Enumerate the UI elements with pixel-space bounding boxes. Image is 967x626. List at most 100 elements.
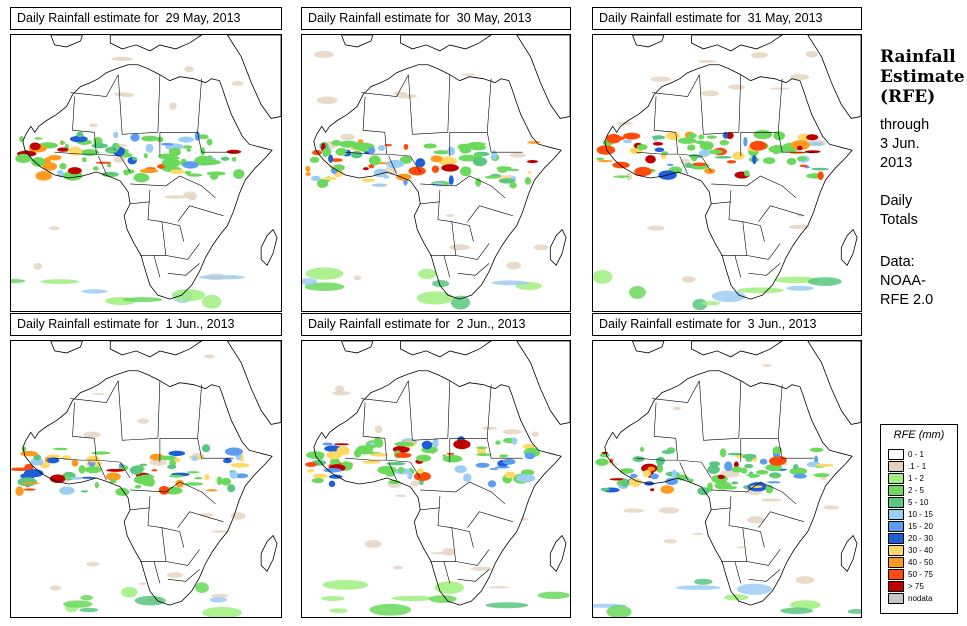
light-rain-patch [395, 93, 417, 99]
legend-swatch [888, 533, 904, 544]
legend-label: .1 - 1 [908, 462, 927, 471]
rain-cell [106, 162, 112, 168]
legend-swatch [888, 581, 904, 592]
panel-title: Daily Rainfall estimate for 1 Jun., 2013 [10, 313, 282, 336]
rain-cell [151, 469, 158, 472]
rain-cell [330, 158, 343, 162]
rain-cell [475, 178, 482, 187]
rain-cell [719, 448, 727, 458]
light-rain-patch [117, 143, 128, 148]
legend-swatch [888, 569, 904, 580]
rain-cell [15, 486, 24, 497]
light-rain-patch [210, 593, 229, 598]
light-rain-patch [481, 426, 498, 431]
africa-rainfall-map [10, 340, 282, 618]
continent-outline [604, 370, 853, 606]
light-rain-patch [509, 152, 526, 158]
legend-swatch [888, 485, 904, 496]
light-rain-patch [89, 123, 98, 128]
europe-outline [50, 35, 203, 52]
rain-cell [642, 469, 651, 478]
rain-cell [671, 469, 678, 479]
rain-cell [526, 160, 539, 164]
rain-cell [306, 469, 315, 473]
rain-cell [92, 166, 99, 171]
rain-cell [134, 484, 142, 489]
rain-band-patch [329, 608, 348, 614]
rain-cell [42, 162, 58, 171]
rain-band-patch [63, 600, 93, 608]
rain-cell [600, 487, 610, 492]
data-source: Data: NOAA- RFE 2.0 [880, 253, 933, 310]
rainfall-map-svg [593, 35, 861, 311]
rain-cell [108, 149, 118, 153]
legend-swatch [888, 449, 904, 460]
rain-cell [145, 143, 154, 153]
rain-cell [216, 476, 223, 486]
rain-cell [797, 145, 803, 151]
light-rain-patch [91, 392, 106, 395]
rain-cell [759, 458, 768, 465]
rain-cell [687, 132, 697, 139]
rainfall-map-svg [305, 341, 570, 616]
light-rain-patch [760, 498, 782, 502]
rain-cell [441, 164, 459, 172]
light-rain-patch [532, 431, 539, 437]
continent-outline [22, 64, 273, 300]
arabia-outline [516, 35, 570, 119]
rain-cell [386, 462, 406, 466]
light-rain-patch [750, 52, 768, 59]
rain-cell [169, 169, 185, 175]
rain-cell [168, 147, 181, 157]
rain-cell [194, 155, 214, 166]
continent-outline [313, 370, 562, 606]
rain-cell [731, 481, 739, 485]
rain-cell [394, 441, 415, 447]
rain-cell [167, 464, 177, 470]
rain-cell [814, 455, 819, 464]
rain-cell [305, 462, 317, 467]
continent-outline [313, 64, 562, 300]
rain-cell [698, 149, 710, 157]
rain-band-patch [195, 582, 209, 593]
rain-cell [197, 134, 209, 140]
rain-band-patch [736, 583, 773, 595]
light-rain-patch [119, 93, 135, 98]
rainfall-map-svg [302, 35, 570, 310]
rain-cell [415, 454, 431, 462]
rain-cell [817, 171, 824, 180]
legend-swatch [888, 557, 904, 568]
rain-cell [399, 155, 412, 164]
rain-cell [305, 172, 311, 176]
rain-cell [640, 446, 645, 453]
rain-cell [233, 169, 245, 179]
legend-label: > 75 [908, 582, 924, 591]
rain-band-patch [171, 289, 206, 302]
rain-cell [630, 473, 638, 479]
rain-cell [174, 457, 181, 463]
rain-cell [333, 443, 350, 446]
light-rain-patch [86, 561, 99, 567]
rain-cell [316, 178, 329, 189]
rain-cell [205, 489, 218, 492]
panel-title: Daily Rainfall estimate for 30 May, 2013 [301, 7, 571, 30]
rain-cell [329, 457, 340, 466]
rain-cell [106, 468, 125, 472]
legend-label: 1 - 2 [908, 474, 925, 483]
rain-cell [806, 134, 819, 141]
light-rain-patch [533, 244, 549, 251]
rain-cell [622, 139, 633, 144]
rain-cell [650, 488, 655, 492]
rain-cell [130, 133, 140, 142]
light-rain-patch [647, 225, 665, 231]
rain-cell [91, 451, 111, 455]
rain-cell [634, 166, 652, 177]
rain-band-patch [807, 277, 842, 286]
rain-band-patch [450, 295, 471, 310]
rain-band-patch [209, 596, 228, 603]
light-rain-patch [316, 96, 338, 105]
rain-band-patch [304, 282, 345, 291]
rainfall-legend: RFE (mm) 0 - 1 .1 - 1 1 - 2 2 - 5 5 - 10… [880, 424, 958, 614]
sidebar-title: Rainfall Estimate (RFE) [880, 47, 965, 107]
rain-cell [628, 478, 642, 487]
